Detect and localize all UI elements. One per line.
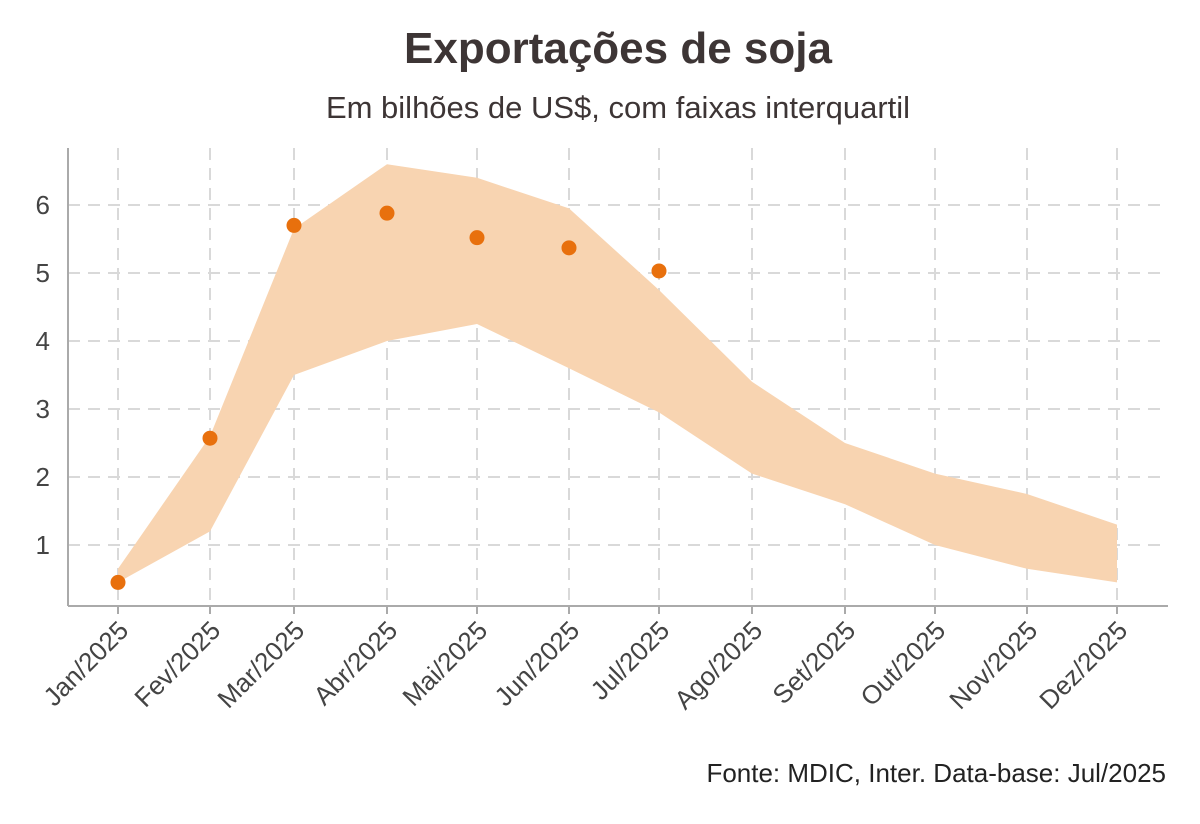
data-point bbox=[469, 230, 485, 246]
x-tick-label: Dez/2025 bbox=[1033, 615, 1133, 715]
x-tick-label: Nov/2025 bbox=[943, 615, 1043, 715]
y-tick-label: 2 bbox=[36, 462, 50, 492]
x-tick-label: Fev/2025 bbox=[128, 615, 226, 713]
x-tick-label: Out/2025 bbox=[854, 615, 951, 712]
data-point bbox=[561, 240, 577, 256]
x-tick-label: Jan/2025 bbox=[37, 615, 134, 712]
x-tick-label: Set/2025 bbox=[766, 615, 861, 710]
x-tick-label: Mar/2025 bbox=[211, 615, 310, 714]
chart-subtitle: Em bilhões de US$, com faixas interquart… bbox=[325, 90, 911, 125]
x-tick-label: Mai/2025 bbox=[396, 615, 493, 712]
y-tick-label: 5 bbox=[36, 258, 50, 288]
y-tick-label: 3 bbox=[36, 394, 50, 424]
x-tick-label: Jun/2025 bbox=[488, 615, 585, 712]
interquartile-band bbox=[118, 164, 1117, 583]
x-tick-label: Jul/2025 bbox=[585, 615, 676, 706]
y-tick-label: 6 bbox=[36, 190, 50, 220]
x-tick-labels: Jan/2025Fev/2025Mar/2025Abr/2025Mai/2025… bbox=[37, 606, 1133, 715]
data-point bbox=[202, 430, 218, 446]
chart-title: Exportações de soja bbox=[404, 24, 832, 73]
data-points bbox=[110, 205, 667, 590]
y-tick-label: 1 bbox=[36, 530, 50, 560]
x-tick-label: Abr/2025 bbox=[307, 615, 403, 711]
data-point bbox=[651, 263, 667, 279]
y-tick-label: 4 bbox=[36, 326, 50, 356]
data-point bbox=[286, 217, 302, 233]
axes bbox=[67, 148, 1168, 607]
data-point bbox=[379, 205, 395, 221]
source-caption: Fonte: MDIC, Inter. Data-base: Jul/2025 bbox=[706, 758, 1166, 788]
y-tick-labels: 1 2 3 4 5 6 bbox=[36, 190, 50, 560]
data-point bbox=[110, 574, 126, 590]
x-tick-label: Ago/2025 bbox=[668, 615, 768, 715]
